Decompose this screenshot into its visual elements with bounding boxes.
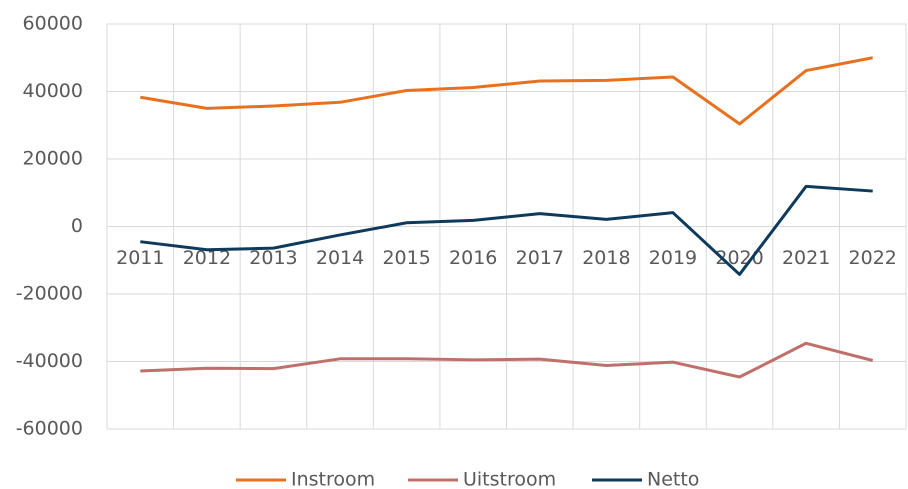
y-tick-label: 60000 xyxy=(23,13,83,35)
x-tick-label: 2014 xyxy=(316,247,364,269)
y-tick-label: -60000 xyxy=(16,418,83,440)
x-tick-label: 2019 xyxy=(649,247,697,269)
x-tick-label: 2016 xyxy=(449,247,497,269)
x-tick-label: 2018 xyxy=(582,247,630,269)
y-tick-label: 0 xyxy=(71,215,83,237)
series-line xyxy=(140,184,873,276)
x-tick-label: 2012 xyxy=(183,247,231,269)
y-tick-label: 40000 xyxy=(23,80,83,102)
x-tick-label: 2013 xyxy=(249,247,297,269)
legend-label: Instroom xyxy=(291,469,375,489)
y-tick-label: -20000 xyxy=(16,283,83,305)
legend-label: Netto xyxy=(647,469,699,489)
y-tick-label: -40000 xyxy=(16,350,83,372)
x-tick-label: 2021 xyxy=(782,247,830,269)
y-tick-label: 20000 xyxy=(23,148,83,170)
x-tick-label: 2017 xyxy=(516,247,564,269)
series-line xyxy=(140,341,874,379)
legend-label: Uitstroom xyxy=(463,469,556,489)
x-tick-label: 2015 xyxy=(382,247,430,269)
x-tick-label: 2022 xyxy=(849,247,897,269)
series-line xyxy=(140,56,873,126)
x-tick-label: 2011 xyxy=(116,247,164,269)
